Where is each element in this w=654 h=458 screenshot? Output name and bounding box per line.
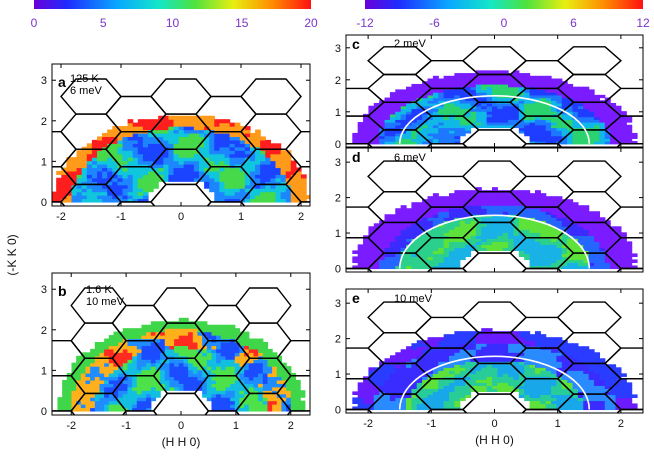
x-tick-label: 0 bbox=[178, 211, 184, 223]
y-tick-label: 3 bbox=[335, 43, 341, 55]
y-tick-label: 3 bbox=[41, 75, 47, 87]
panel-letter: c bbox=[352, 36, 360, 52]
colorbar-right-tick: 12 bbox=[636, 16, 650, 30]
y-tick-label: 2 bbox=[41, 325, 47, 337]
panel-annotation: 125 K bbox=[70, 73, 99, 85]
panel-annotation: 10 meV bbox=[394, 293, 433, 305]
intensity-map bbox=[352, 70, 638, 145]
y-tick-label: 0 bbox=[335, 404, 341, 416]
x-tick-label: -2 bbox=[363, 418, 373, 430]
panel-annotation: 6 meV bbox=[394, 152, 426, 164]
x-tick-label: -1 bbox=[426, 418, 436, 430]
x-axis-label: (H H 0) bbox=[475, 433, 514, 447]
x-tick-label: -2 bbox=[56, 211, 66, 223]
colorbar-right bbox=[365, 0, 643, 9]
x-tick-label: 0 bbox=[491, 418, 497, 430]
y-tick-label: 1 bbox=[335, 228, 341, 240]
panel-annotation: 6 meV bbox=[70, 85, 102, 97]
panel-annotation: 1.6 K bbox=[86, 284, 112, 296]
circle-overlay bbox=[398, 95, 591, 144]
colorbar-right-tick: 6 bbox=[570, 16, 577, 30]
x-tick-label: 2 bbox=[618, 418, 624, 430]
intensity-map bbox=[52, 115, 310, 203]
colorbar-left-tick: 20 bbox=[304, 16, 318, 30]
colorbar-left-tick: 0 bbox=[31, 16, 38, 30]
panel-a: 0 1 2 3 -2 -1 0 1 2 a 125 K6 meV bbox=[41, 63, 311, 223]
colorbar-right-tick: 0 bbox=[501, 16, 508, 30]
panel-e: 0 1 2 3 -2 -1 0 1 2 (H H 0) e 10 meV bbox=[335, 288, 644, 447]
y-tick-label: 0 bbox=[41, 406, 47, 418]
circle-overlay bbox=[398, 355, 591, 410]
y-tick-label: 2 bbox=[335, 193, 341, 205]
x-tick-label: -1 bbox=[116, 211, 126, 223]
y-tick-label: 1 bbox=[335, 369, 341, 381]
x-tick-label: 1 bbox=[233, 420, 239, 432]
panel-annotation: 2 meV bbox=[394, 38, 426, 50]
circle-overlay bbox=[398, 214, 591, 269]
colorbar-left-tick: 10 bbox=[166, 16, 180, 30]
x-tick-label: 1 bbox=[238, 211, 244, 223]
y-tick-label: 1 bbox=[41, 365, 47, 377]
x-tick-label: -2 bbox=[66, 420, 76, 432]
y-tick-label: 3 bbox=[335, 298, 341, 310]
y-tick-label: 3 bbox=[41, 284, 47, 296]
colorbar-right-tick: -12 bbox=[356, 16, 374, 30]
y-tick-label: 1 bbox=[335, 107, 341, 119]
panel-d: 0 1 2 3 d 6 meV bbox=[335, 147, 644, 275]
x-tick-label: 1 bbox=[555, 418, 561, 430]
y-tick-label: 2 bbox=[335, 75, 341, 87]
brillouin-zone-grid bbox=[52, 78, 310, 206]
x-tick-label: 2 bbox=[298, 211, 304, 223]
y-tick-label: 0 bbox=[335, 139, 341, 151]
x-tick-label: 0 bbox=[178, 420, 184, 432]
colorbar-right-tick: -6 bbox=[429, 16, 440, 30]
panel-letter: e bbox=[352, 290, 360, 306]
colorbar-left-tick: 15 bbox=[235, 16, 249, 30]
brillouin-zone-grid bbox=[346, 160, 643, 272]
x-tick-label: 2 bbox=[288, 420, 294, 432]
brillouin-zone-grid bbox=[52, 287, 310, 415]
intensity-map bbox=[352, 187, 638, 270]
y-tick-label: 1 bbox=[41, 156, 47, 168]
panel-letter: a bbox=[58, 74, 66, 90]
y-tick-label: 2 bbox=[41, 116, 47, 128]
x-tick-label: -1 bbox=[121, 420, 131, 432]
panel-c: 0 1 2 3 c 2 meV bbox=[335, 34, 644, 151]
intensity-map bbox=[352, 328, 638, 411]
y-tick-label: 3 bbox=[335, 157, 341, 169]
y-tick-label: 0 bbox=[335, 263, 341, 275]
x-axis-label: (H H 0) bbox=[162, 435, 201, 449]
panel-letter: d bbox=[352, 149, 361, 165]
intensity-map bbox=[57, 317, 306, 412]
panel-letter: b bbox=[58, 283, 67, 299]
y-tick-label: 0 bbox=[41, 197, 47, 209]
panel-b: 0 1 2 3 -2 -1 0 1 2 (H H 0) b 1.6 K10 meV bbox=[41, 272, 311, 449]
colorbar-left-tick: 5 bbox=[100, 16, 107, 30]
y-tick-label: 2 bbox=[335, 334, 341, 346]
colorbar-left bbox=[34, 0, 311, 9]
y-axis-label: (-K K 0) bbox=[5, 234, 19, 275]
panel-annotation: 10 meV bbox=[86, 296, 125, 308]
